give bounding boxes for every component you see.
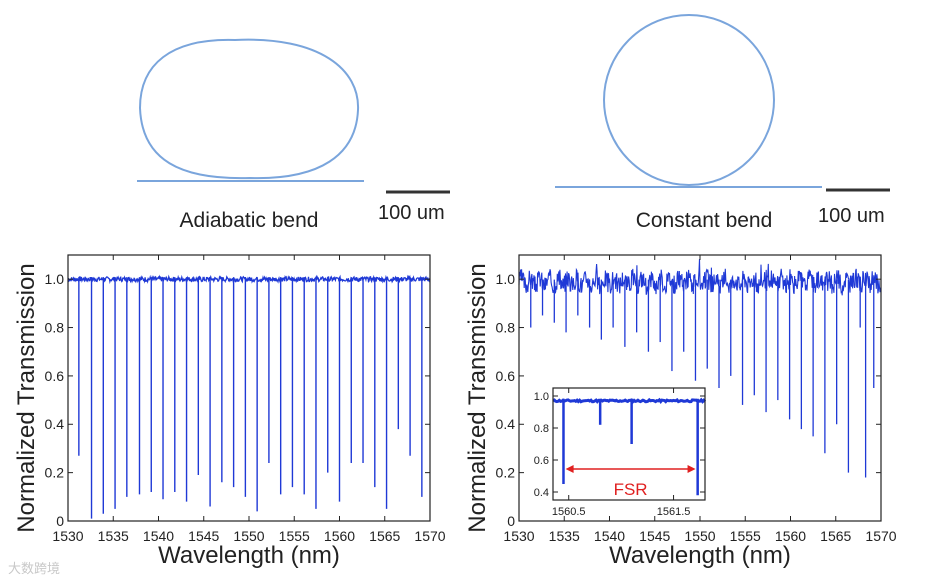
inset-background bbox=[551, 388, 705, 500]
y-tick-label: 0.4 bbox=[534, 487, 549, 499]
constant-ring bbox=[603, 14, 775, 186]
y-tick-label: 0 bbox=[56, 513, 64, 529]
adiabatic-trace bbox=[67, 274, 431, 285]
y-tick-label: 0.2 bbox=[496, 465, 516, 481]
x-tick-label: 1555 bbox=[730, 528, 761, 544]
x-tick-label: 1565 bbox=[369, 528, 400, 544]
constant-trace bbox=[518, 259, 882, 296]
x-tick-label: 1565 bbox=[820, 528, 851, 544]
x-tick-label: 1550 bbox=[233, 528, 264, 544]
x-tick-label: 1560 bbox=[324, 528, 355, 544]
inset-trace bbox=[552, 397, 707, 405]
fsr-label: FSR bbox=[614, 480, 648, 499]
y-tick-label: 1.0 bbox=[496, 271, 516, 287]
fsr-arrow-head-left bbox=[565, 465, 574, 473]
constant-transmission-chart: 1530 1535 1540 1545 1550 1555 1560 1565 1570 0 0.2… bbox=[464, 254, 897, 569]
adiabatic-caption: Adiabatic bend bbox=[180, 209, 319, 232]
y-tick-label: 0.6 bbox=[45, 368, 65, 384]
fsr-arrow-head-right bbox=[687, 465, 696, 473]
constant-scale-label: 100 um bbox=[818, 205, 885, 227]
x-tick-label: 1530 bbox=[52, 528, 83, 544]
x-tick-label: 1560 bbox=[775, 528, 806, 544]
x-tick-label: 1540 bbox=[143, 528, 174, 544]
y-tick-label: 1.0 bbox=[45, 271, 65, 287]
x-tick-label: 1550 bbox=[684, 528, 715, 544]
adiabatic-transmission-chart: 1530 1535 1540 1545 1550 1555 1560 1565 1570 0 0.2… bbox=[13, 254, 446, 569]
y-tick-label: 0.8 bbox=[45, 319, 65, 335]
x-tick-label: 1570 bbox=[414, 528, 445, 544]
x-axis-label: Wavelength (nm) bbox=[158, 542, 340, 569]
y-tick-label: 0.8 bbox=[496, 319, 516, 335]
adiabatic-bend-diagram: 100 um Adiabatic bend bbox=[137, 38, 450, 232]
fsr-inset-chart: 1560.5 1561.5 0.4 0.6 0.8 1.0 FSR bbox=[534, 387, 707, 518]
y-tick-label: 0.6 bbox=[534, 455, 549, 467]
x-tick-label: 1560.5 bbox=[552, 506, 586, 518]
inset-plot-frame bbox=[552, 387, 706, 501]
x-tick-label: 1535 bbox=[98, 528, 129, 544]
constant-bend-diagram: 100 um Constant bend bbox=[555, 14, 890, 232]
y-tick-label: 0.4 bbox=[45, 416, 65, 432]
constant-caption: Constant bend bbox=[636, 209, 773, 232]
adiabatic-plot-frame bbox=[67, 254, 431, 522]
x-axis-label: Wavelength (nm) bbox=[609, 542, 791, 569]
adiabatic-ring bbox=[138, 38, 360, 180]
x-tick-label: 1570 bbox=[865, 528, 896, 544]
x-tick-label: 1555 bbox=[279, 528, 310, 544]
y-axis-label: Normalized Transmission bbox=[464, 263, 491, 532]
x-tick-label: 1545 bbox=[188, 528, 219, 544]
y-tick-label: 0 bbox=[507, 513, 515, 529]
x-tick-label: 1545 bbox=[639, 528, 670, 544]
x-tick-label: 1540 bbox=[594, 528, 625, 544]
x-tick-label: 1561.5 bbox=[657, 506, 691, 518]
y-axis-label: Normalized Transmission bbox=[13, 263, 40, 532]
y-tick-label: 0.4 bbox=[496, 416, 516, 432]
y-tick-label: 0.6 bbox=[496, 368, 516, 384]
y-tick-label: 0.8 bbox=[534, 423, 549, 435]
watermark: 大数跨境 bbox=[8, 562, 61, 577]
x-tick-label: 1535 bbox=[549, 528, 580, 544]
adiabatic-scale-label: 100 um bbox=[378, 202, 445, 224]
y-tick-label: 0.2 bbox=[45, 465, 65, 481]
x-tick-label: 1530 bbox=[503, 528, 534, 544]
y-tick-label: 1.0 bbox=[534, 391, 549, 403]
